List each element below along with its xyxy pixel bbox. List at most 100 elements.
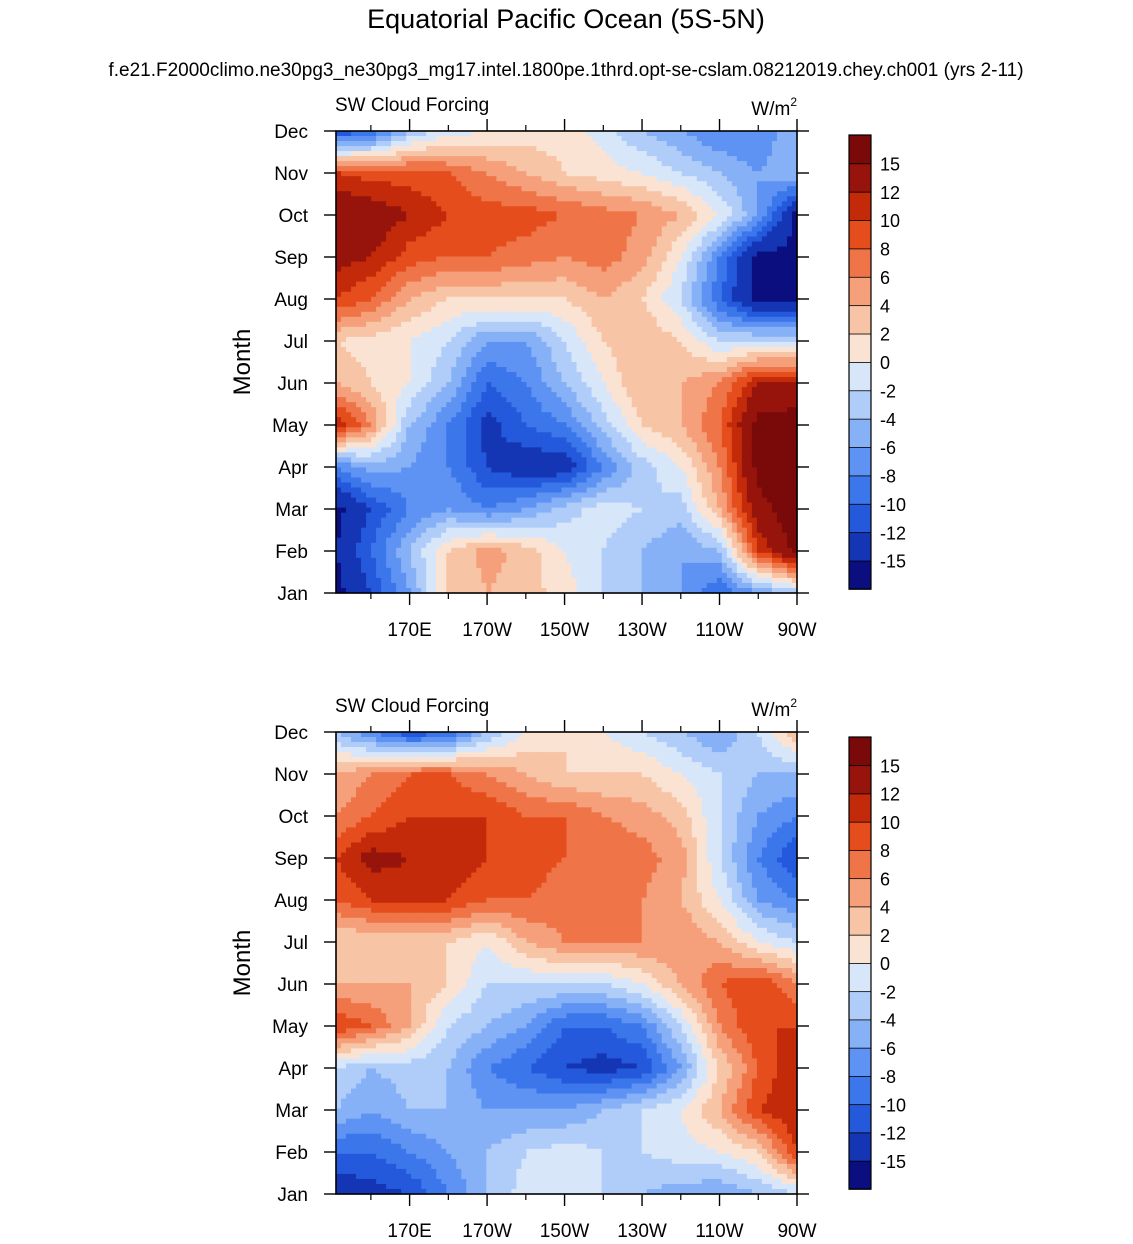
contour-cell — [741, 346, 748, 353]
contour-cell — [501, 392, 507, 398]
contour-cell — [371, 226, 377, 233]
contour-cell — [641, 351, 648, 358]
contour-cell — [771, 372, 778, 378]
contour-cell — [381, 251, 387, 258]
contour-cell — [451, 321, 457, 328]
contour-cell — [556, 397, 563, 403]
contour-cell — [391, 326, 397, 333]
contour-cell — [761, 281, 768, 288]
contour-cell — [766, 316, 773, 323]
contour-cell — [731, 181, 738, 187]
contour-cell — [401, 266, 407, 273]
contour-cell — [711, 171, 718, 177]
contour-cell — [476, 131, 482, 137]
contour-cell — [761, 301, 768, 308]
contour-cell — [721, 186, 728, 192]
contour-cell — [391, 241, 397, 248]
contour-cell — [726, 231, 733, 238]
contour-cell — [566, 236, 573, 243]
contour-cell — [546, 231, 553, 238]
contour-cell — [421, 136, 427, 142]
contour-cell — [341, 221, 347, 228]
contour-cell — [516, 226, 522, 233]
contour-cell — [416, 316, 422, 323]
contour-cell — [776, 236, 783, 243]
contour-cell — [771, 226, 778, 233]
contour-cell — [421, 271, 427, 278]
contour-cell — [661, 362, 668, 368]
contour-cell — [681, 161, 688, 167]
contour-cell — [646, 311, 653, 318]
contour-cell — [736, 296, 743, 303]
contour-cell — [436, 146, 442, 152]
contour-cell — [491, 231, 497, 238]
contour-cell — [346, 281, 352, 288]
contour-cell — [351, 336, 357, 343]
contour-cell — [576, 367, 583, 373]
contour-cell — [561, 296, 568, 303]
contour-cell — [671, 387, 678, 393]
contour-cell — [746, 326, 753, 333]
contour-cell — [736, 261, 743, 268]
contour-cell — [596, 266, 603, 273]
contour-cell — [751, 382, 758, 388]
contour-cell — [546, 296, 553, 303]
contour-cell — [791, 251, 798, 258]
contour-cell — [486, 367, 492, 373]
contour-cell — [516, 291, 522, 298]
contour-cell — [731, 306, 738, 313]
contour-cell — [536, 296, 543, 303]
contour-cell — [676, 151, 683, 157]
contour-cell — [741, 226, 748, 233]
contour-cell — [636, 306, 643, 313]
contour-cell — [766, 326, 773, 333]
contour-cell — [781, 141, 788, 147]
contour-cell — [681, 186, 688, 192]
contour-cell — [616, 141, 623, 147]
contour-cell — [371, 291, 377, 298]
contour-cell — [656, 351, 663, 358]
contour-cell — [421, 351, 427, 358]
contour-cell — [391, 377, 397, 383]
contour-cell — [446, 176, 452, 182]
contour-cell — [536, 261, 543, 268]
contour-cell — [686, 281, 693, 288]
contour-cell — [611, 241, 618, 248]
contour-cell — [341, 246, 347, 253]
contour-cell — [766, 176, 773, 182]
contour-cell — [376, 291, 382, 298]
contour-cell — [451, 216, 457, 222]
contour-cell — [401, 221, 407, 228]
contour-cell — [521, 186, 528, 192]
contour-cell — [636, 311, 643, 318]
contour-cell — [736, 236, 743, 243]
contour-cell — [621, 231, 628, 238]
contour-cell — [751, 367, 758, 373]
contour-cell — [681, 211, 688, 217]
contour-cell — [706, 176, 713, 182]
contour-cell — [761, 351, 768, 358]
contour-cell — [611, 276, 618, 283]
contour-cell — [551, 256, 558, 263]
contour-cell — [586, 176, 593, 182]
contour-cell — [551, 131, 558, 137]
contour-cell — [636, 141, 643, 147]
contour-cell — [601, 151, 608, 157]
contour-cell — [481, 331, 487, 338]
contour-cell — [576, 306, 583, 313]
contour-cell — [531, 216, 538, 222]
contour-cell — [756, 316, 763, 323]
contour-cell — [366, 397, 372, 403]
contour-cell — [416, 392, 422, 398]
contour-cell — [476, 326, 482, 333]
contour-cell — [706, 367, 713, 373]
contour-cell — [351, 206, 357, 212]
contour-cell — [751, 146, 758, 152]
contour-cell — [531, 201, 538, 207]
contour-cell — [381, 372, 387, 378]
contour-cell — [486, 211, 492, 217]
contour-cell — [771, 256, 778, 263]
contour-cell — [676, 362, 683, 368]
contour-cell — [351, 196, 357, 202]
contour-cell — [711, 176, 718, 182]
